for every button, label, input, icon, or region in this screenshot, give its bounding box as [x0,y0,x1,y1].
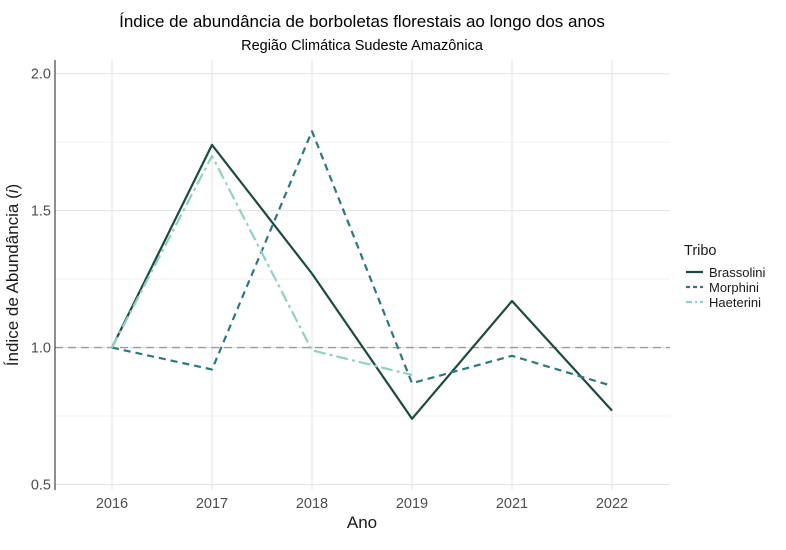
x-tick-label: 2017 [196,496,228,512]
y-tick-label: 0.5 [31,478,51,494]
x-axis-title: Ano [347,513,377,532]
series-line-brassolini [111,143,613,420]
series-line-morphini [111,130,613,387]
y-tick-labels: 0.5 1.0 1.5 2.0 [31,67,51,494]
x-tick-label: 2018 [296,496,328,512]
chart-title: Índice de abundância de borboletas flore… [119,12,605,31]
y-tick-label: 1.0 [31,341,51,357]
y-axis-title: Índice de Abundância (i) [3,184,22,366]
grid [55,60,670,490]
y-tick-label: 1.5 [31,204,51,220]
legend-label-morphini: Morphini [709,280,759,295]
legend-label-haeterini: Haeterini [709,295,761,310]
legend-label-brassolini: Brassolini [709,265,765,280]
series-lines [111,130,613,420]
x-tick-label: 2016 [96,496,128,512]
x-tick-label: 2019 [396,496,428,512]
x-tick-label: 2021 [496,496,528,512]
chart-subtitle: Região Climática Sudeste Amazônica [241,38,484,54]
series-line-haeterini [111,154,413,377]
y-tick-label: 2.0 [31,67,51,83]
x-tick-labels: 2016 2017 2018 2019 2021 2022 [96,496,628,512]
x-tick-label: 2022 [596,496,628,512]
legend-title: Tribo [684,243,717,259]
